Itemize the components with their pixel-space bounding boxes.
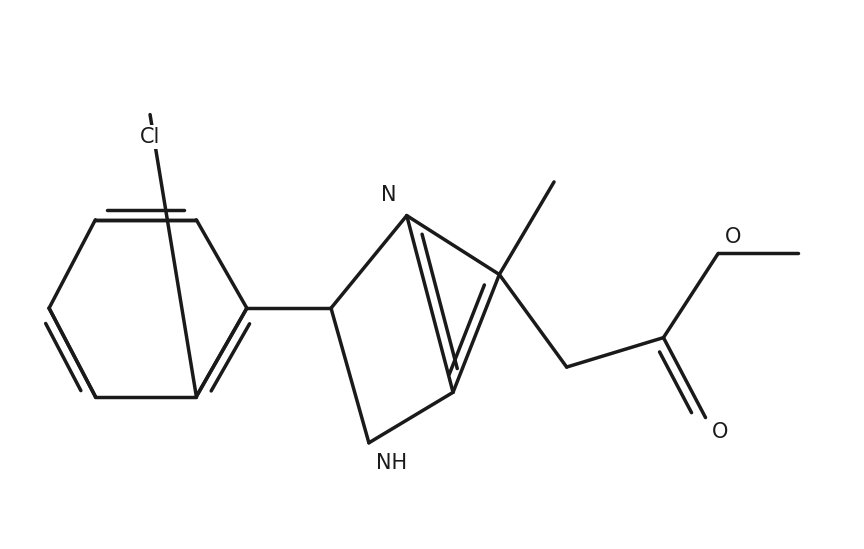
Text: N: N [381, 186, 397, 205]
Text: NH: NH [376, 453, 407, 473]
Text: O: O [712, 422, 728, 442]
Text: O: O [725, 227, 741, 247]
Text: Cl: Cl [140, 127, 160, 147]
